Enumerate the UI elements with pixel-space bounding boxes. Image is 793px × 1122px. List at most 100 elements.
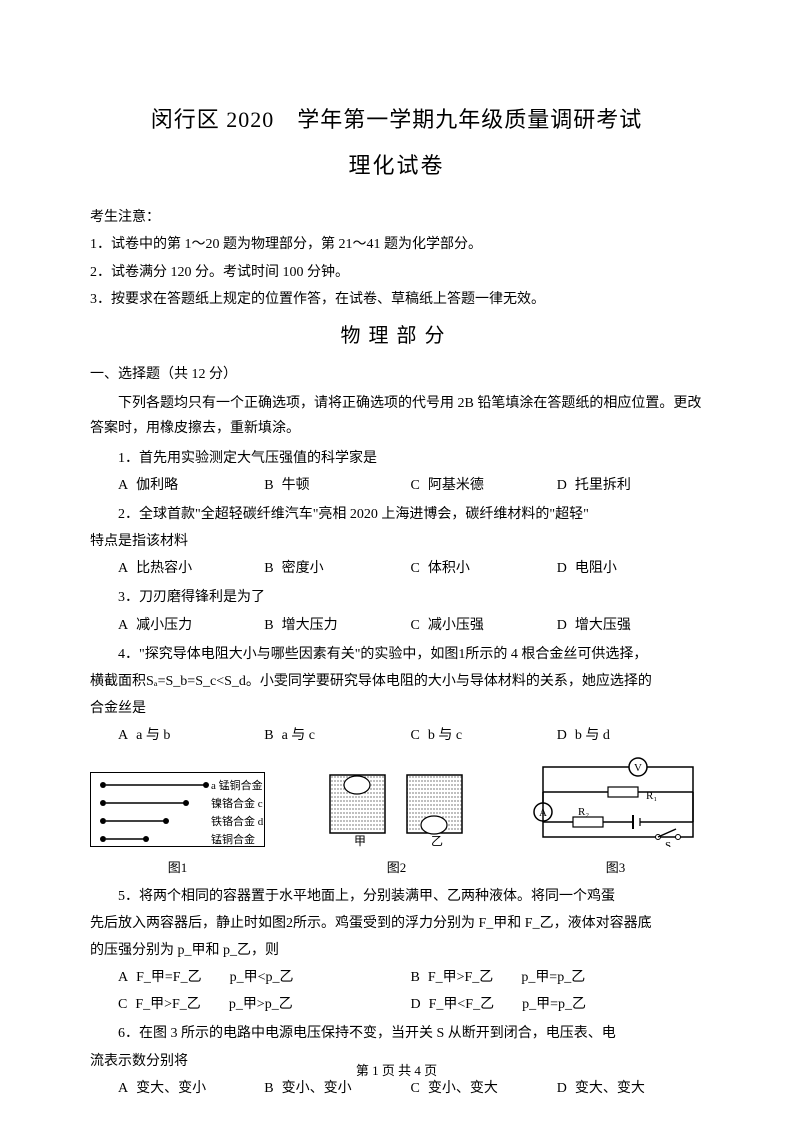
q5-opt-a[interactable]: A F_甲=F_乙 p_甲<p_乙 [118,965,411,990]
q2-opt-a[interactable]: A 比热容小 [118,556,264,581]
q3-opt-b[interactable]: B增大压力 [264,613,410,638]
opt-text: 体积小 [428,556,470,581]
q4-options: Aa 与 b Ba 与 c Cb 与 c Db 与 d [90,723,703,748]
opt-text: F_甲>F_乙 p_甲>p_乙 [135,992,292,1017]
q3-opt-d[interactable]: D 增大压强 [557,613,703,638]
q6-text: 在图 3 所示的电路中电源电压保持不变，当开关 S 从断开到闭合，电压表、电 [139,1026,616,1041]
wire-b-label: 镍铬合金 c [211,796,263,810]
q4-opt-d[interactable]: Db 与 d [557,723,703,748]
opt-text: 电阻小 [575,556,617,581]
q4-num: 4． [118,647,139,662]
q5-opt-c[interactable]: C F_甲>F_乙 p_甲>p_乙 [118,992,411,1017]
opt-label: A [118,556,128,581]
page-footer: 第 1 页 共 4 页 [0,1059,793,1082]
q5-cont: 先后放入两容器后，静止时如图2所示。鸡蛋受到的浮力分别为 F_甲和 F_乙，液体… [90,911,703,936]
figure-3: V A R₁ R₂ S 图3 [528,757,703,880]
part1-instruction: 下列各题均只有一个正确选项，请将正确选项的代号用 2B 铅笔填涂在答题纸的相应位… [90,391,703,441]
fig2-label: 图2 [322,856,472,879]
notice-item-3: 3．按要求在答题纸上规定的位置作答，在试卷、草稿纸上答题一律无效。 [90,287,703,312]
q3-text: 刀刃磨得锋利是为了 [139,590,265,605]
page-title-main: 闵行区 2020 学年第一学期九年级质量调研考试 [90,100,703,140]
opt-text: b 与 c [428,723,462,748]
opt-text: 比热容小 [136,556,192,581]
wire-c-label: 铁铬合金 d [211,814,264,828]
question-1: 1．首先用实验测定大气压强值的科学家是 [90,446,703,471]
q1-text: 首先用实验测定大气压强值的科学家是 [139,451,377,466]
opt-label: D [557,473,567,498]
notice-item-1: 1．试卷中的第 1～20 题为物理部分，第 21～41 题为化学部分。 [90,232,703,257]
opt-label: B [411,965,420,990]
opt-text: 减小压强 [428,613,484,638]
opt-label: C [411,473,420,498]
q5-num: 5． [118,889,139,904]
question-3: 3．刀刃磨得锋利是为了 [90,585,703,610]
q5-options-row1: A F_甲=F_乙 p_甲<p_乙 BF_甲>F_乙 p_甲=p_乙 [90,965,703,990]
q5-cont2: 的压强分别为 p_甲和 p_乙，则 [90,938,703,963]
q5-opt-d[interactable]: D F_甲<F_乙 p_甲=p_乙 [411,992,704,1017]
opt-label: A [118,473,128,498]
fig2-right-label: 乙 [431,834,443,847]
opt-text: 伽利略 [136,473,178,498]
figure-1: a 锰铜合金 b 镍铬合金 c 铁铬合金 d 锰铜合金 图1 [90,772,265,880]
opt-label: D [411,992,421,1017]
q2-opt-b[interactable]: B密度小 [264,556,410,581]
q5-options-row2: C F_甲>F_乙 p_甲>p_乙 D F_甲<F_乙 p_甲=p_乙 [90,992,703,1017]
part1-heading: 一、选择题（共 12 分） [90,362,703,387]
q2-opt-c[interactable]: C 体积小 [411,556,557,581]
opt-label: C [411,613,420,638]
voltmeter-label: V [634,762,642,774]
opt-label: C [411,556,420,581]
fig2-left-label: 甲 [354,834,366,847]
q4-cont2: 合金丝是 [90,696,703,721]
figure-2: 甲 乙 图2 [322,767,472,880]
opt-label: A [118,723,128,748]
opt-text: 增大压强 [575,613,631,638]
q1-opt-a[interactable]: A 伽利略 [118,473,264,498]
opt-label: B [264,556,273,581]
notice-item-2: 2．试卷满分 120 分。考试时间 100 分钟。 [90,260,703,285]
opt-label: D [557,556,567,581]
opt-label: D [557,613,567,638]
physics-section-title: 物理部分 [90,318,703,354]
q3-opt-a[interactable]: A 减小压力 [118,613,264,638]
opt-text: 牛顿 [282,473,310,498]
opt-text: 减小压力 [136,613,192,638]
page-title-sub: 理化试卷 [90,146,703,186]
opt-label: D [557,723,567,748]
q1-opt-c[interactable]: C阿基米德 [411,473,557,498]
q1-opt-d[interactable]: D托里拆利 [557,473,703,498]
q5-text: 将两个相同的容器置于水平地面上，分别装满甲、乙两种液体。将同一个鸡蛋 [139,889,615,904]
opt-label: A [118,965,128,990]
q4-opt-a[interactable]: Aa 与 b [118,723,264,748]
q6-num: 6． [118,1026,139,1041]
q1-num: 1． [118,451,139,466]
opt-label: C [118,992,127,1017]
opt-text: F_甲=F_乙 p_甲<p_乙 [136,965,293,990]
fig2-svg: 甲 乙 [322,767,472,847]
wire-a-label: a 锰铜合金 b [211,778,265,792]
fig3-svg: V A R₁ R₂ S [528,757,703,847]
notice-label: 考生注意： [90,205,703,230]
q2-opt-d[interactable]: D 电阻小 [557,556,703,581]
q3-opt-c[interactable]: C 减小压强 [411,613,557,638]
figures-row: a 锰铜合金 b 镍铬合金 c 铁铬合金 d 锰铜合金 图1 甲 乙 图2 [90,757,703,880]
q2-num: 2． [118,507,139,522]
fig1-svg: a 锰铜合金 b 镍铬合金 c 铁铬合金 d 锰铜合金 [90,772,265,847]
opt-text: F_甲<F_乙 p_甲=p_乙 [429,992,586,1017]
wire-d-label: 锰铜合金 [211,832,255,846]
q4-opt-c[interactable]: Cb 与 c [411,723,557,748]
question-6: 6．在图 3 所示的电路中电源电压保持不变，当开关 S 从断开到闭合，电压表、电 [90,1021,703,1046]
q5-opt-b[interactable]: BF_甲>F_乙 p_甲=p_乙 [411,965,704,990]
q4-text: "探究导体电阻大小与哪些因素有关"的实验中，如图1所示的 4 根合金丝可供选择， [139,647,647,662]
fig1-label: 图1 [90,856,265,879]
question-5: 5．将两个相同的容器置于水平地面上，分别装满甲、乙两种液体。将同一个鸡蛋 [90,884,703,909]
q2-cont: 特点是指该材料 [90,529,703,554]
q3-num: 3． [118,590,139,605]
opt-label: A [118,613,128,638]
question-2: 2．全球首款"全超轻碳纤维汽车"亮相 2020 上海进博会，碳纤维材料的"超轻" [90,502,703,527]
q4-opt-b[interactable]: Ba 与 c [264,723,410,748]
q1-options: A 伽利略 B牛顿 C阿基米德 D托里拆利 [90,473,703,498]
q4-cont: 横截面积Sₐ=S_b=S_c<S_d。小雯同学要研究导体电阻的大小与导体材料的关… [90,669,703,694]
q1-opt-b[interactable]: B牛顿 [264,473,410,498]
opt-text: 增大压力 [282,613,338,638]
